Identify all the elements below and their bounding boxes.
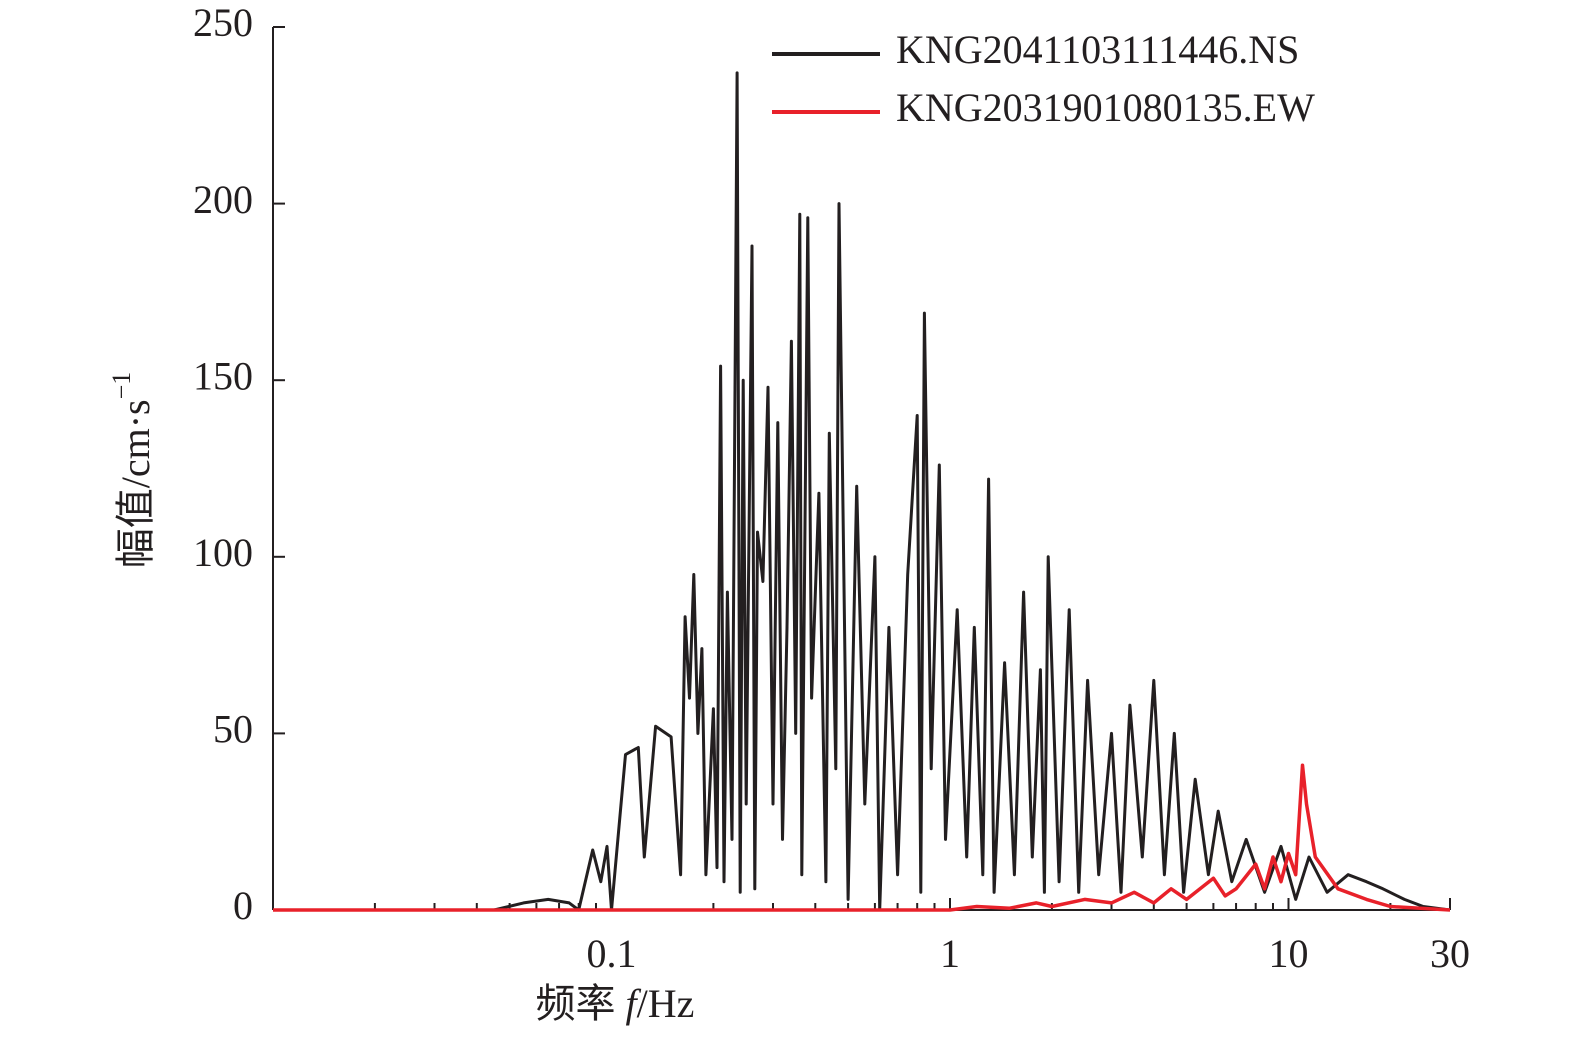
x-tick-label: 1 [940,931,960,976]
x-label-part: 频率 [536,981,626,1026]
x-tick-label: 30 [1430,931,1470,976]
legend-label: KNG2041103111446.NS [896,27,1299,72]
y-axis-label: 幅值/cm·s−1 [107,372,158,569]
y-tick-label: 200 [193,177,253,222]
y-label-part: −1 [107,372,136,400]
x-axis-label: 频率 f/Hz [536,981,695,1026]
y-tick-label: 250 [193,0,253,45]
y-tick-label: 50 [213,707,253,752]
x-tick-label: 10 [1268,931,1308,976]
y-tick-label: 0 [233,883,253,928]
y-label-part: 幅值/cm·s [113,399,158,568]
series-line [273,71,1451,912]
x-label-part: /Hz [637,981,695,1026]
x-tick-label: 0.1 [586,931,636,976]
legend-label: KNG2031901080135.EW [896,85,1315,130]
series-line [273,763,1451,912]
y-tick-label: 150 [193,353,253,398]
y-tick-label: 100 [193,530,253,575]
